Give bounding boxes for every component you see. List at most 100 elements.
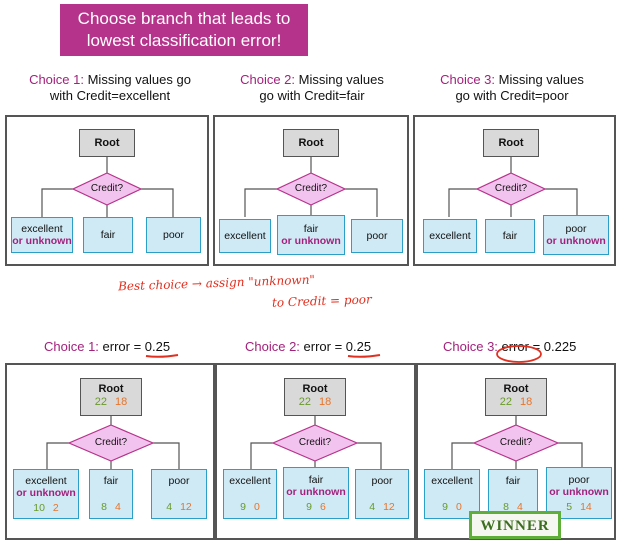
leaf-counts: 10 2 xyxy=(14,502,78,514)
error-3-value: 0.225 xyxy=(543,339,577,354)
root-node: Root 22 18 xyxy=(485,378,547,416)
split-diamond xyxy=(67,424,155,462)
leaf-fair: fair or unknown xyxy=(277,215,345,255)
bottom-tree-panel-2: Root 22 18 Credit? excellent 9 0 fair or unk… xyxy=(215,363,416,540)
leaf-poor: poor xyxy=(146,217,201,253)
choice-1-text: Missing values go xyxy=(83,72,191,87)
negative-count: 12 xyxy=(180,501,192,513)
choice-3-text: Missing values xyxy=(495,72,584,87)
negative-count: 18 xyxy=(319,396,332,408)
error-2-value: 0.25 xyxy=(345,339,372,354)
leaf-fair: fair 8 4 xyxy=(89,469,133,519)
leaf-counts: 4 12 xyxy=(152,501,206,513)
positive-count: 22 xyxy=(499,396,512,408)
choice-3-title: Choice 3: Missing values go with Credit=… xyxy=(412,72,612,104)
choice-1-label: Choice 1: xyxy=(29,72,84,87)
leaf-fair: fair xyxy=(83,217,133,253)
leaf-excellent: excellent 9 0 xyxy=(424,469,480,519)
root-node: Root xyxy=(79,129,135,157)
error-1-value: 0.25 xyxy=(144,339,171,354)
leaf-poor: poor or unknown xyxy=(543,215,609,255)
leaf-unknown: or unknown xyxy=(549,485,609,498)
negative-count: 0 xyxy=(456,501,462,513)
split-diamond xyxy=(475,172,547,206)
bottom-tree-panel-3: Root 22 18 Credit? excellent 9 0 fair 8 4 poo… xyxy=(416,363,616,540)
leaf-name: excellent xyxy=(224,230,266,242)
leaf-poor: poor 4 12 xyxy=(355,469,409,519)
leaf-name: poor xyxy=(366,230,388,242)
top-tree-panel-2: Root Credit? excellent fair or unknown po… xyxy=(213,115,409,266)
negative-count: 4 xyxy=(517,501,523,513)
negative-count: 18 xyxy=(520,396,533,408)
leaf-name: excellent xyxy=(25,474,67,487)
leaf-unknown: or unknown xyxy=(12,235,72,247)
leaf-name: poor xyxy=(168,475,190,487)
choice-3-label: Choice 3: xyxy=(440,72,496,87)
choice-2-text-2: go with Credit=fair xyxy=(259,88,365,103)
negative-count: 14 xyxy=(580,500,592,513)
error-title-3: Choice 3: error = 0.225 xyxy=(443,339,576,354)
positive-count: 4 xyxy=(369,501,376,513)
split-label: Credit? xyxy=(298,437,332,448)
choice-2-label: Choice 2: xyxy=(240,72,296,87)
underline-mark-1 xyxy=(145,354,179,358)
split-label: Credit? xyxy=(499,437,533,448)
negative-count: 12 xyxy=(383,501,395,513)
negative-count: 4 xyxy=(115,501,121,513)
positive-count: 8 xyxy=(101,501,107,513)
top-tree-panel-1: Root Credit? excellent or unknown fair po… xyxy=(5,115,209,266)
split-diamond xyxy=(71,172,143,206)
top-tree-panel-3: Root Credit? excellent fair poor or unkno… xyxy=(413,115,616,266)
tree-connectors xyxy=(250,416,382,469)
split-label: Credit? xyxy=(94,437,128,448)
banner-line-2: lowest classification error! xyxy=(86,31,282,50)
split-label: Credit? xyxy=(294,183,328,194)
positive-count: 8 xyxy=(503,501,509,513)
title-banner: Choose branch that leads to lowest class… xyxy=(60,4,308,56)
positive-count: 9 xyxy=(442,501,448,513)
negative-count: 2 xyxy=(52,501,59,514)
positive-count: 22 xyxy=(298,396,311,408)
leaf-name: excellent xyxy=(431,475,473,487)
leaf-excellent: excellent or unknown xyxy=(11,217,73,253)
error-title-1: Choice 1: error = 0.25 xyxy=(44,339,170,354)
root-counts: 22 18 xyxy=(285,396,345,408)
choice-2-text: Missing values xyxy=(295,72,384,87)
split-diamond xyxy=(275,172,347,206)
tree-connectors xyxy=(46,416,180,469)
leaf-excellent: excellent or unknown 10 2 xyxy=(13,469,79,519)
negative-count: 0 xyxy=(254,501,260,513)
positive-count: 9 xyxy=(306,500,312,513)
root-node: Root xyxy=(483,129,539,157)
leaf-name: fair xyxy=(103,475,119,487)
leaf-fair: fair or unknown 9 6 xyxy=(283,467,349,519)
choice-3-text-2: go with Credit=poor xyxy=(455,88,569,103)
root-label: Root xyxy=(503,383,529,395)
positive-count: 10 xyxy=(33,501,45,514)
leaf-name: excellent xyxy=(21,223,63,235)
leaf-name: fair xyxy=(505,475,521,487)
root-counts: 22 18 xyxy=(81,396,141,408)
choice-1-text-2: with Credit=excellent xyxy=(49,88,171,103)
leaf-name: fair xyxy=(303,223,319,235)
root-counts: 22 18 xyxy=(486,396,546,408)
leaf-unknown: or unknown xyxy=(546,235,606,247)
positive-count: 22 xyxy=(94,396,107,408)
root-node: Root 22 18 xyxy=(284,378,346,416)
error-2-label: Choice 2: xyxy=(245,339,300,354)
positive-count: 4 xyxy=(166,501,173,513)
error-1-text: error = xyxy=(98,339,145,354)
banner-line-1: Choose branch that leads to xyxy=(77,9,291,28)
leaf-excellent: excellent xyxy=(219,219,271,253)
leaf-name: excellent xyxy=(229,475,271,487)
split-label: Credit? xyxy=(494,183,528,194)
tree-connectors xyxy=(41,157,174,217)
leaf-unknown: or unknown xyxy=(286,485,346,498)
negative-count: 6 xyxy=(320,500,326,513)
leaf-name: fair xyxy=(100,229,116,241)
leaf-unknown: or unknown xyxy=(281,235,341,247)
leaf-excellent: excellent 9 0 xyxy=(223,469,277,519)
leaf-name: fair xyxy=(308,473,324,486)
